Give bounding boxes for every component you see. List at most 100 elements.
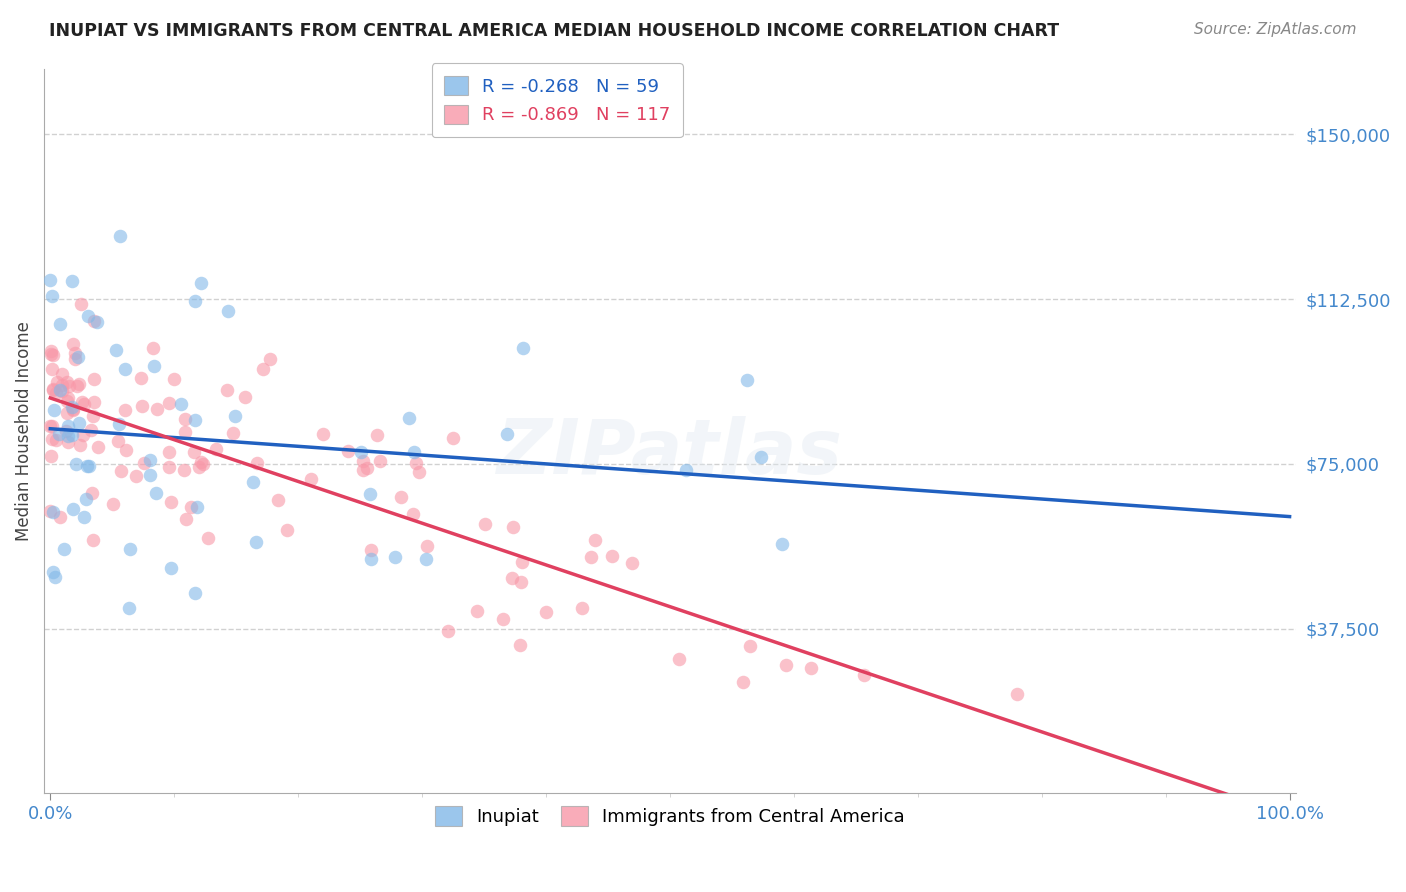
Point [55,406,77,420]
Point [350,444,373,458]
Point [352,463,374,477]
Point [583,533,606,547]
Point [299,472,322,486]
Point [159,560,181,574]
Point [107,434,129,449]
Point [39,449,62,463]
Point [39,503,62,517]
Point [465,604,488,618]
Point [39,419,62,434]
Point [738,640,761,654]
Point [129,371,152,385]
Point [441,431,464,445]
Point [735,373,758,387]
Point [474,517,496,532]
Point [510,575,533,590]
Point [675,463,697,477]
Point [217,383,239,397]
Point [222,425,245,440]
Point [87,440,110,454]
Text: ZIPatlas: ZIPatlas [496,416,844,490]
Point [51,367,73,381]
Point [49,510,72,524]
Point [75,492,97,507]
Point [193,457,215,471]
Point [58,429,80,443]
Point [52,541,75,556]
Point [205,442,228,456]
Point [163,372,186,386]
Point [173,462,195,476]
Point [415,539,437,553]
Point [56,393,79,408]
Y-axis label: Median Household Income: Median Household Income [15,321,32,541]
Point [134,456,156,470]
Point [184,413,207,427]
Point [512,341,534,355]
Point [41,432,63,446]
Point [39,273,62,287]
Point [42,348,65,362]
Point [41,362,63,376]
Point [190,454,212,468]
Point [775,657,797,672]
Point [246,456,269,470]
Point [58,379,80,393]
Point [105,343,128,357]
Point [579,550,602,565]
Point [145,486,167,500]
Point [359,487,381,501]
Point [405,456,427,470]
Point [41,382,63,396]
Point [114,361,136,376]
Point [492,611,515,625]
Point [70,296,93,310]
Point [118,541,141,556]
Point [101,497,124,511]
Point [45,385,67,400]
Point [62,401,84,416]
Point [62,502,84,516]
Point [62,336,84,351]
Point [157,444,180,458]
Point [267,493,290,508]
Point [853,668,876,682]
Point [82,409,104,423]
Point [82,533,104,548]
Point [259,352,281,367]
Point [55,424,77,438]
Point [56,435,79,450]
Point [368,454,391,468]
Point [398,411,420,425]
Point [356,461,378,475]
Point [800,661,823,675]
Point [41,419,63,434]
Point [41,289,63,303]
Point [197,531,219,545]
Point [366,428,388,442]
Point [180,500,202,514]
Point [39,347,62,361]
Point [86,315,108,329]
Point [534,606,557,620]
Point [39,344,62,359]
Point [312,427,335,442]
Point [60,274,83,288]
Point [73,509,96,524]
Point [389,490,412,504]
Point [42,384,65,398]
Point [46,375,69,389]
Point [62,403,84,417]
Point [58,392,80,406]
Point [620,556,643,570]
Point [83,372,105,386]
Point [70,394,93,409]
Point [770,537,793,551]
Point [336,444,359,458]
Point [69,438,91,452]
Point [437,624,460,638]
Point [60,400,83,414]
Point [415,552,437,566]
Point [73,397,96,411]
Point [509,638,531,652]
